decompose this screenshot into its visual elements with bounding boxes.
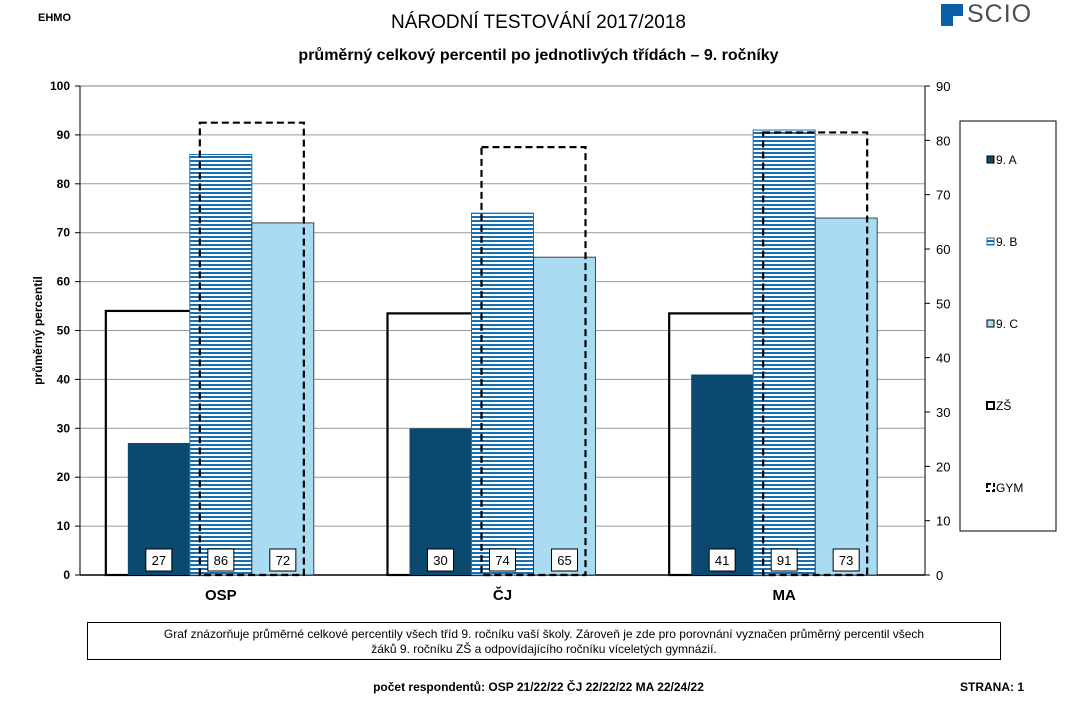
bar-gym-0 (198, 121, 305, 577)
y-tick-label: 30 (57, 421, 71, 435)
note-line-2: žáků 9. ročníku ZŠ a odpovídajícího ročn… (371, 642, 717, 656)
y2-tick-label: 20 (936, 459, 950, 474)
data-label: 91 (777, 553, 791, 568)
respondents-count: počet respondentů: OSP 21/22/22 ČJ 22/22… (373, 680, 704, 694)
data-label-box (832, 548, 860, 572)
legend: 9. A 9. B 9. C ZŠ GYM (959, 120, 1057, 532)
y-tick-label: 100 (50, 79, 70, 93)
y2-tick-label: 60 (936, 242, 950, 257)
data-label-box (708, 548, 736, 572)
x-tick-label: MA (773, 587, 796, 604)
y-tick-label: 20 (57, 470, 71, 484)
legend-label: GYM (996, 481, 1023, 495)
y-tick-label: 0 (63, 568, 70, 582)
note-line-1: Graf znázorňuje průměrné celkové percent… (163, 627, 925, 641)
data-label-box (489, 548, 516, 572)
y2-tick-label: 10 (936, 514, 950, 529)
data-label-box (551, 548, 578, 572)
y2-tick-label: 0 (936, 568, 943, 583)
legend-label: 9. B (996, 235, 1017, 249)
data-label-box (427, 548, 454, 572)
chart-note: Graf znázorňuje průměrné celkové percent… (87, 622, 1001, 660)
data-label: 73 (839, 553, 853, 568)
y2-tick-label: 70 (936, 188, 950, 203)
school-code: EHMO (38, 12, 71, 24)
bars (104, 121, 878, 577)
page-number: STRANA: 1 (959, 680, 1024, 694)
data-label: 74 (495, 553, 509, 568)
bar-gym-1 (480, 146, 587, 577)
data-label: 86 (214, 553, 228, 568)
legend-label: 9. A (996, 153, 1017, 167)
chart-subtitle: průměrný celkový percentil po jednotlivý… (298, 47, 779, 64)
bar-9a-2 (691, 374, 754, 575)
y2-tick-label: 40 (936, 351, 950, 366)
x-tick-label: ČJ (493, 586, 512, 604)
data-label: 72 (276, 553, 290, 568)
y-tick-label: 90 (57, 128, 71, 142)
data-label: 41 (715, 553, 729, 568)
y2-tick-label: 50 (936, 296, 950, 311)
y-tick-label: 10 (57, 519, 71, 533)
legend-swatch (986, 401, 995, 410)
y-tick-label: 60 (57, 275, 71, 289)
legend-box (959, 120, 1057, 532)
legend-label: ZŠ (996, 398, 1011, 413)
y-tick-label: 70 (57, 226, 71, 240)
y-axis-label: průměrný percentil (31, 276, 45, 385)
x-tick-label: OSP (205, 587, 237, 604)
y2-tick-label: 90 (936, 79, 950, 94)
legend-swatch (986, 155, 995, 164)
data-label-box (269, 548, 297, 572)
data-labels: 27 86 72 30 74 65 41 91 73 (145, 548, 860, 572)
data-label: 65 (557, 553, 571, 568)
y2-tick-label: 80 (936, 133, 950, 148)
legend-swatch (986, 483, 995, 492)
page-title: NÁRODNÍ TESTOVÁNÍ 2017/2018 (391, 12, 686, 33)
y-tick-label: 50 (57, 324, 71, 338)
legend-swatch (986, 237, 995, 246)
y-tick-label: 80 (57, 177, 71, 191)
data-label-box (145, 548, 173, 572)
logo-mark-icon (941, 4, 963, 26)
y-tick-label: 40 (57, 372, 71, 386)
y2-tick-label: 30 (936, 405, 950, 420)
data-label-box (207, 548, 235, 572)
data-label: 30 (433, 553, 447, 568)
bar-gym-2 (762, 131, 869, 577)
legend-label: 9. C (996, 317, 1018, 331)
data-label: 27 (152, 553, 166, 568)
data-label-box (770, 548, 798, 572)
logo-text: SCIO (967, 0, 1033, 28)
legend-swatch (986, 319, 995, 328)
